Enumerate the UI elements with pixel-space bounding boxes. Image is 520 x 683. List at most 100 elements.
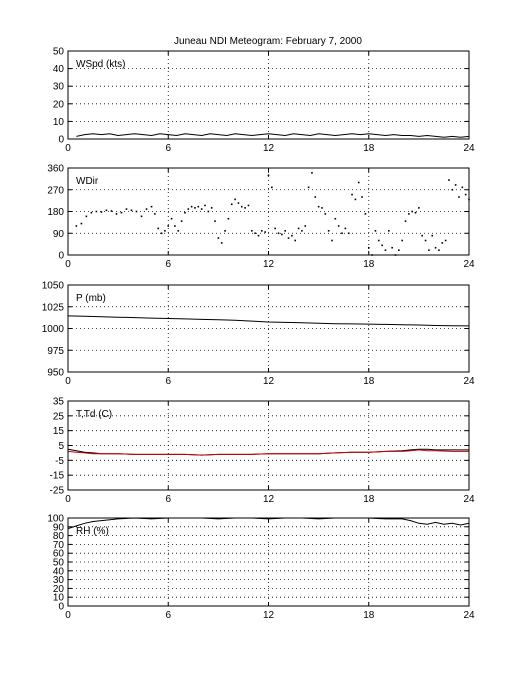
y-tick-label-4-8: 80 — [53, 531, 65, 542]
point-1-71 — [337, 225, 340, 227]
point-1-66 — [321, 207, 323, 209]
point-1-83 — [377, 239, 380, 242]
point-1-10 — [125, 208, 128, 210]
point-1-78 — [361, 196, 363, 198]
x-tick-label-3-1: 6 — [165, 494, 171, 505]
point-1-23 — [177, 230, 180, 232]
x-tick-label-1-3: 18 — [363, 259, 375, 270]
x-tick-label-2-0: 0 — [65, 376, 71, 387]
point-1-64 — [314, 196, 317, 198]
point-1-57 — [291, 234, 293, 237]
point-1-16 — [154, 213, 156, 215]
y-tick-label-4-3: 30 — [53, 575, 65, 586]
x-tick-label-0-1: 6 — [165, 143, 171, 154]
series-line-2-0 — [67, 315, 470, 327]
y-tick-label-3-3: 5 — [58, 441, 64, 452]
x-tick-label-0-0: 0 — [65, 143, 71, 154]
point-1-68 — [327, 230, 330, 232]
panel-1: 0 6 12 18 24 0 90 180 270 360 WDir — [47, 164, 475, 271]
point-1-76 — [354, 198, 357, 201]
y-tick-label-2-4: 1050 — [42, 281, 65, 292]
point-1-29 — [197, 205, 200, 208]
point-1-43 — [244, 207, 246, 209]
point-1-90 — [401, 239, 403, 242]
point-1-15 — [150, 205, 153, 208]
point-1-107 — [458, 196, 460, 198]
y-tick-label-4-1: 10 — [53, 593, 65, 604]
x-tick-label-4-0: 0 — [65, 610, 71, 621]
point-1-0 — [75, 225, 78, 227]
panel-2: 0 6 12 18 24 950 975 1000 1025 1050 P (mb) — [42, 281, 475, 388]
panel-label-3: T,Td (C) — [76, 409, 112, 420]
point-1-21 — [170, 217, 173, 220]
point-1-63 — [311, 172, 313, 174]
point-1-6 — [105, 209, 108, 212]
y-tick-label-4-4: 40 — [53, 566, 65, 577]
point-1-56 — [287, 237, 290, 239]
point-1-109 — [464, 193, 467, 196]
series-line-3-1 — [67, 449, 469, 456]
x-tick-label-2-4: 24 — [463, 376, 475, 387]
point-1-45 — [250, 230, 253, 232]
point-1-8 — [115, 213, 118, 215]
point-1-39 — [230, 203, 233, 206]
point-1-72 — [341, 232, 343, 235]
point-1-77 — [357, 181, 360, 184]
point-1-26 — [187, 208, 190, 210]
x-tick-label-0-3: 18 — [363, 143, 375, 154]
x-tick-label-4-2: 12 — [263, 610, 275, 621]
point-1-97 — [424, 239, 427, 242]
point-1-2 — [85, 215, 88, 218]
point-1-91 — [404, 220, 407, 222]
y-tick-label-3-0: -25 — [50, 486, 65, 497]
x-tick-label-2-3: 18 — [363, 376, 375, 387]
x-tick-label-4-4: 24 — [463, 610, 475, 621]
panel-label-1: WDir — [76, 176, 99, 187]
y-tick-label-2-1: 975 — [47, 346, 64, 357]
x-tick-label-1-0: 0 — [65, 259, 71, 270]
x-tick-label-3-4: 24 — [463, 494, 475, 505]
x-tick-label-4-1: 6 — [165, 610, 171, 621]
point-1-52 — [274, 227, 276, 230]
point-1-84 — [381, 244, 383, 247]
point-1-34 — [214, 220, 216, 222]
point-1-73 — [344, 227, 347, 230]
y-tick-label-2-2: 1000 — [42, 324, 65, 335]
point-1-49 — [264, 231, 266, 233]
y-tick-label-3-1: -15 — [50, 471, 65, 482]
x-tick-label-2-2: 12 — [263, 376, 275, 387]
x-tick-label-1-4: 24 — [463, 259, 475, 270]
point-1-67 — [324, 213, 327, 215]
x-tick-label-0-4: 24 — [463, 143, 475, 154]
y-tick-label-3-5: 25 — [53, 411, 65, 422]
x-tick-label-3-2: 12 — [263, 494, 275, 505]
y-tick-label-4-7: 70 — [53, 540, 65, 551]
y-tick-label-1-0: 0 — [58, 251, 64, 262]
point-1-19 — [164, 230, 166, 232]
y-tick-label-3-6: 35 — [53, 397, 65, 408]
point-1-105 — [451, 188, 454, 191]
point-1-93 — [411, 210, 413, 213]
y-tick-label-0-0: 0 — [58, 135, 64, 146]
point-1-104 — [448, 179, 450, 181]
point-1-108 — [461, 186, 464, 189]
point-1-30 — [200, 208, 203, 210]
point-1-70 — [334, 217, 337, 220]
point-1-36 — [220, 242, 223, 244]
point-1-79 — [364, 213, 367, 215]
panel-label-2: P (mb) — [76, 293, 106, 304]
point-1-95 — [418, 207, 420, 209]
x-tick-label-4-3: 18 — [363, 610, 375, 621]
point-1-94 — [414, 211, 417, 214]
point-1-80 — [367, 246, 370, 249]
point-1-89 — [398, 249, 400, 251]
x-tick-label-2-1: 6 — [165, 376, 171, 387]
point-1-106 — [454, 184, 457, 186]
point-1-25 — [184, 211, 186, 214]
y-tick-label-0-5: 50 — [53, 47, 65, 58]
point-1-61 — [304, 225, 307, 227]
point-1-24 — [180, 220, 183, 222]
point-1-13 — [140, 215, 143, 218]
y-tick-label-2-0: 950 — [47, 368, 64, 379]
point-1-12 — [135, 210, 138, 213]
